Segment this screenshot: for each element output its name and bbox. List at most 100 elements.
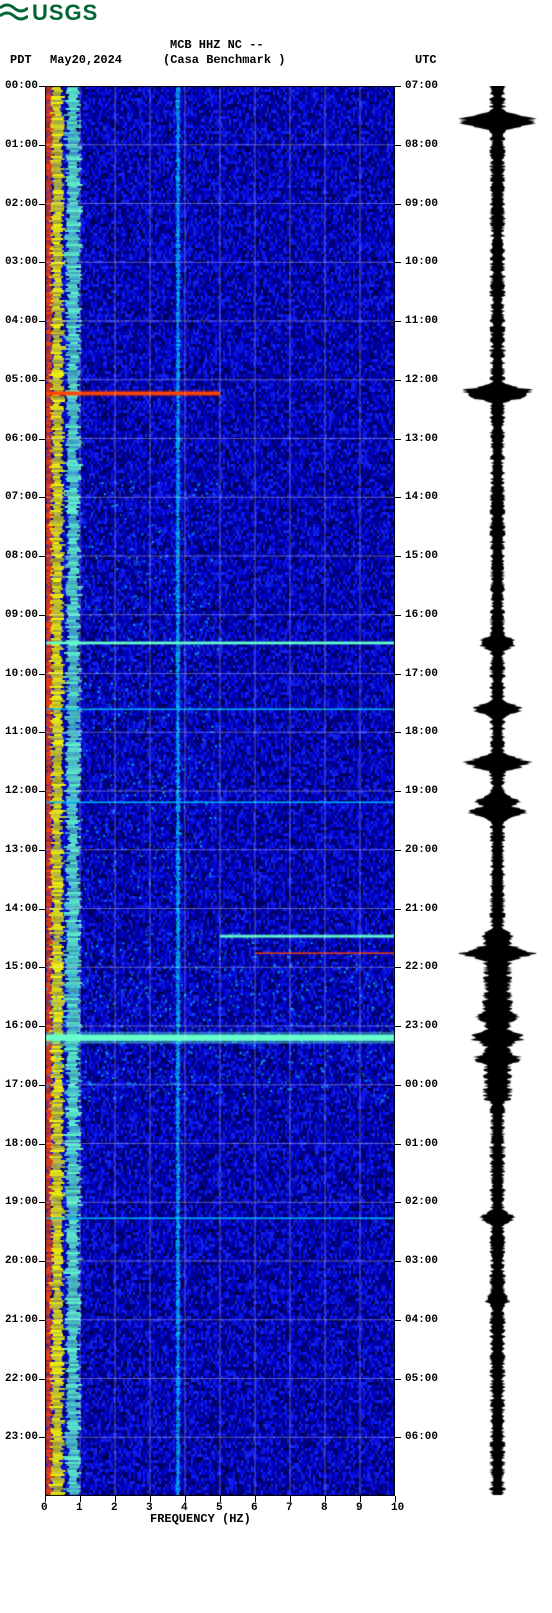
left-time-label: 00:00 [5,80,38,92]
right-tick [395,321,401,322]
right-time-label: 07:00 [405,80,438,92]
right-time-label: 14:00 [405,491,438,503]
x-tick-label: 7 [286,1502,293,1514]
left-tick [39,791,45,792]
station-code: MCB HHZ NC -- [170,38,264,52]
left-tick [39,1085,45,1086]
left-tick [39,1202,45,1203]
right-time-label: 01:00 [405,1138,438,1150]
right-tick [395,1437,401,1438]
left-time-label: 03:00 [5,256,38,268]
right-tick [395,262,401,263]
right-time-label: 12:00 [405,374,438,386]
right-time-label: 06:00 [405,1431,438,1443]
right-tick [395,1202,401,1203]
left-tick [39,1261,45,1262]
left-tick [39,1437,45,1438]
left-timezone: PDT [10,53,32,67]
station-name: (Casa Benchmark ) [163,53,285,67]
left-tick [39,615,45,616]
right-time-label: 03:00 [405,1255,438,1267]
left-tick [39,439,45,440]
left-time-label: 02:00 [5,198,38,210]
left-time-label: 15:00 [5,961,38,973]
left-time-label: 11:00 [5,726,38,738]
right-tick [395,850,401,851]
right-tick [395,1261,401,1262]
left-tick [39,967,45,968]
right-time-label: 11:00 [405,315,438,327]
right-time-label: 22:00 [405,961,438,973]
right-time-label: 21:00 [405,903,438,915]
left-time-label: 07:00 [5,491,38,503]
right-tick [395,86,401,87]
x-tick-label: 1 [76,1502,83,1514]
left-tick [39,1379,45,1380]
left-tick [39,321,45,322]
seismogram [455,86,540,1496]
left-tick [39,1320,45,1321]
right-tick [395,967,401,968]
x-tick-label: 9 [356,1502,363,1514]
right-time-label: 19:00 [405,785,438,797]
seismogram-canvas [455,86,540,1496]
right-tick [395,1085,401,1086]
left-time-label: 19:00 [5,1196,38,1208]
logo-text: USGS [32,0,98,26]
plot-date: May20,2024 [50,53,122,67]
left-tick [39,850,45,851]
right-tick [395,204,401,205]
left-tick [39,497,45,498]
left-time-label: 14:00 [5,903,38,915]
left-time-label: 23:00 [5,1431,38,1443]
right-time-label: 04:00 [405,1314,438,1326]
left-time-label: 13:00 [5,844,38,856]
left-tick [39,262,45,263]
left-time-label: 12:00 [5,785,38,797]
right-tick [395,615,401,616]
x-tick-label: 5 [216,1502,223,1514]
spectrogram-canvas [45,86,395,1496]
x-tick-label: 8 [321,1502,328,1514]
right-tick [395,497,401,498]
right-time-label: 10:00 [405,256,438,268]
left-time-label: 10:00 [5,668,38,680]
right-time-label: 08:00 [405,139,438,151]
wave-icon [0,2,28,24]
right-tick [395,439,401,440]
x-tick-label: 10 [391,1502,404,1514]
left-time-label: 21:00 [5,1314,38,1326]
left-tick [39,145,45,146]
left-time-label: 17:00 [5,1079,38,1091]
right-tick [395,791,401,792]
left-tick [39,204,45,205]
left-tick [39,1026,45,1027]
right-time-label: 16:00 [405,609,438,621]
left-time-label: 09:00 [5,609,38,621]
left-time-label: 05:00 [5,374,38,386]
right-tick [395,145,401,146]
usgs-logo: USGS [0,0,98,26]
spectrogram [45,86,395,1496]
left-time-label: 18:00 [5,1138,38,1150]
right-tick [395,732,401,733]
right-tick [395,556,401,557]
left-time-label: 04:00 [5,315,38,327]
left-tick [39,674,45,675]
x-tick-label: 4 [181,1502,188,1514]
left-time-label: 20:00 [5,1255,38,1267]
left-tick [39,556,45,557]
x-tick-label: 6 [251,1502,258,1514]
right-time-label: 13:00 [405,433,438,445]
right-tick [395,909,401,910]
left-time-label: 16:00 [5,1020,38,1032]
right-time-label: 00:00 [405,1079,438,1091]
right-time-label: 05:00 [405,1373,438,1385]
left-time-label: 08:00 [5,550,38,562]
right-time-label: 17:00 [405,668,438,680]
right-tick [395,1320,401,1321]
left-tick [39,380,45,381]
right-time-label: 18:00 [405,726,438,738]
left-time-label: 06:00 [5,433,38,445]
right-tick [395,1026,401,1027]
